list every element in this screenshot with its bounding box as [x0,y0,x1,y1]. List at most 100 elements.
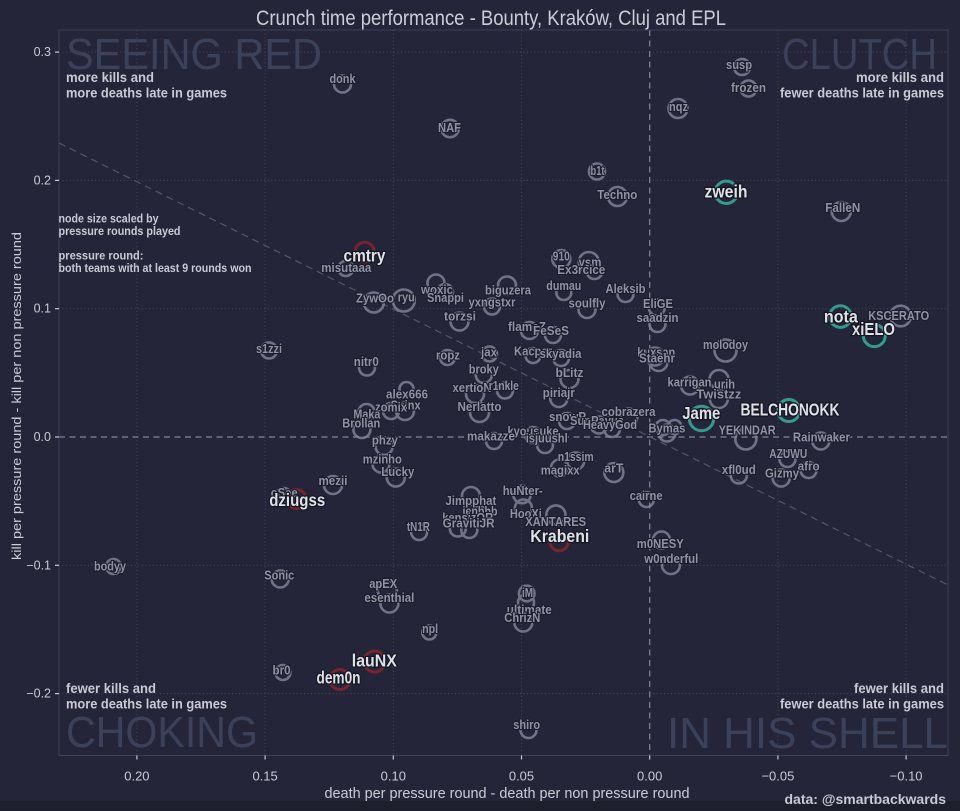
svg-text:−0.1: −0.1 [26,558,51,572]
svg-text:piriajr: piriajr [543,385,575,400]
svg-text:b1t: b1t [591,163,605,178]
svg-text:HooXi: HooXi [510,506,542,521]
svg-text:0.2: 0.2 [34,173,51,187]
svg-text:pressure round:: pressure round: [59,249,144,263]
svg-text:GravitiJR: GravitiJR [443,516,496,531]
svg-text:s1zzi: s1zzi [256,341,282,356]
svg-text:w0nderful: w0nderful [643,551,698,566]
svg-text:bodyy: bodyy [94,559,127,574]
svg-text:ysm: ysm [579,255,602,270]
svg-text:afro: afro [798,458,820,473]
svg-text:Ex3rcice: Ex3rcice [557,262,605,277]
svg-text:donk: donk [330,71,357,86]
svg-text:more deaths late in games: more deaths late in games [66,86,227,101]
svg-text:XANTARES: XANTARES [525,514,586,529]
svg-text:xiELO: xiELO [852,319,895,339]
svg-text:0.15: 0.15 [252,769,277,784]
svg-text:tN1R: tN1R [407,519,430,534]
svg-text:woxic: woxic [420,282,453,297]
svg-text:oSee: oSee [271,485,298,500]
svg-text:skyadia: skyadia [540,346,583,361]
svg-text:Jame: Jame [682,403,720,423]
svg-text:−0.05: −0.05 [761,769,794,784]
svg-text:apEX: apEX [369,576,397,591]
svg-text:NAF: NAF [438,120,461,135]
svg-text:AZUWU: AZUWU [769,446,807,461]
svg-text:broky: broky [469,361,500,376]
svg-text:fewer kills and: fewer kills and [854,681,944,696]
svg-text:torzsi: torzsi [444,308,476,323]
svg-text:Aleksib: Aleksib [606,281,646,296]
svg-text:n1ssim: n1ssim [558,449,594,464]
svg-text:IN HIS SHELL: IN HIS SHELL [667,709,948,758]
svg-text:Spinx: Spinx [391,398,422,413]
svg-text:misutaaa: misutaaa [321,260,372,275]
svg-text:arT: arT [604,461,623,476]
svg-text:huNter-: huNter- [503,483,543,498]
svg-text:ZywOo: ZywOo [356,291,394,306]
svg-text:Nerlatto: Nerlatto [458,399,502,414]
svg-text:cairne: cairne [630,488,663,503]
svg-text:phzy: phzy [372,432,399,447]
svg-text:m0NESY: m0NESY [637,536,684,551]
svg-text:Staehr: Staehr [639,351,675,366]
svg-text:SEEING RED: SEEING RED [66,30,322,79]
svg-text:node size scaled by: node size scaled by [59,212,159,226]
svg-text:xertioN: xertioN [453,380,492,395]
svg-text:fewer deaths late in games: fewer deaths late in games [780,697,944,712]
svg-text:CLUTCH: CLUTCH [782,30,937,79]
svg-text:mezii: mezii [319,473,348,488]
svg-text:xfl0ud: xfl0ud [722,462,756,477]
svg-text:more kills and: more kills and [66,70,154,85]
svg-text:yxngstxr: yxngstxr [469,295,516,310]
svg-text:0.20: 0.20 [124,769,149,784]
svg-text:EliGE: EliGE [643,296,673,311]
svg-text:910: 910 [553,249,570,264]
svg-text:fewer kills and: fewer kills and [66,681,156,696]
svg-text:death per pressure round - dea: death per pressure round - death per non… [325,786,690,802]
svg-text:saadzin: saadzin [637,310,679,325]
svg-text:Bymas: Bymas [648,420,685,435]
svg-text:−0.10: −0.10 [890,769,923,784]
svg-text:Crunch time performance - Boun: Crunch time performance - Bounty, Kraków… [256,7,726,30]
svg-text:br0: br0 [273,663,291,678]
svg-text:nitr0: nitr0 [354,354,379,369]
svg-text:Sonic: Sonic [264,568,294,583]
svg-text:FalleN: FalleN [825,200,860,215]
svg-text:alex666: alex666 [386,387,428,402]
svg-text:cmtry: cmtry [344,246,386,266]
svg-text:fewer deaths late in games: fewer deaths late in games [780,86,944,101]
svg-text:kill per pressure round - kill: kill per pressure round - kill per non p… [10,232,24,560]
svg-text:jax: jax [480,345,498,360]
svg-text:YEKINDAR: YEKINDAR [719,423,777,438]
svg-text:Jimpphat: Jimpphat [445,493,497,508]
svg-text:0.1: 0.1 [34,302,51,316]
svg-text:data: @smartbackwards: data: @smartbackwards [785,791,947,807]
svg-text:dumau: dumau [546,278,581,293]
svg-text:ropz: ropz [436,348,460,363]
svg-text:esenthial: esenthial [364,590,414,605]
svg-text:Brollan: Brollan [342,416,380,431]
svg-text:shiro: shiro [513,717,540,732]
svg-text:Krabeni: Krabeni [530,526,589,546]
svg-text:frozen: frozen [731,80,766,95]
svg-text:cobrazera: cobrazera [602,404,657,419]
svg-text:susp: susp [726,57,752,72]
svg-text:more kills and: more kills and [856,70,944,85]
svg-text:Twistzz: Twistzz [696,386,741,401]
svg-text:Kacper: Kacper [514,344,552,359]
svg-text:soulfly: soulfly [569,296,607,311]
svg-text:0.3: 0.3 [34,45,51,59]
svg-text:Snappi: Snappi [427,290,464,305]
svg-text:SunPayus: SunPayus [570,413,624,428]
svg-text:Techno: Techno [597,187,637,202]
svg-text:npl: npl [422,621,438,636]
svg-text:magixx: magixx [541,463,581,478]
svg-text:biguzera: biguzera [485,283,532,298]
svg-text:−0.2: −0.2 [26,687,51,701]
svg-text:KSCERATO: KSCERATO [868,308,929,323]
svg-text:ryu: ryu [398,290,415,305]
svg-text:FeSeS: FeSeS [533,323,569,338]
svg-text:makazze: makazze [467,429,515,444]
svg-text:jenbhb: jenbhb [462,503,498,518]
